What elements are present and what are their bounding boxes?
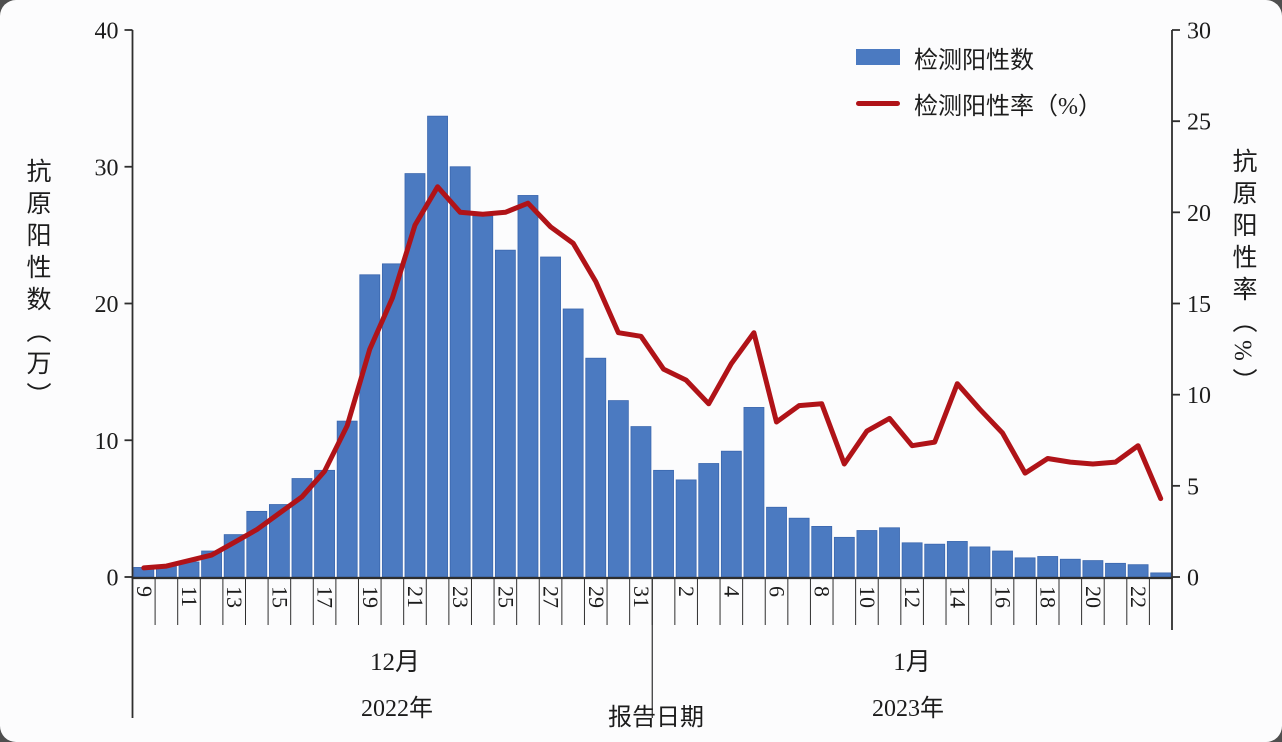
- bar-21: [1105, 562, 1126, 578]
- month-label-december: 12月: [369, 649, 421, 676]
- day-tick-label: 31: [629, 586, 654, 608]
- day-tick-label: 25: [493, 586, 518, 608]
- y-right-tick-label: 10: [1187, 383, 1211, 409]
- y-right-tick-label: 20: [1187, 201, 1211, 227]
- right-axis-title: 抗原阳性率（%）: [1229, 148, 1256, 400]
- bar-21: [404, 173, 426, 578]
- day-tick-label: 13: [222, 586, 247, 608]
- bar-4: [720, 450, 742, 578]
- bar-19: [359, 274, 381, 578]
- day-tick-label: 2: [674, 586, 699, 597]
- bar-18: [1037, 556, 1059, 578]
- legend-bar-swatch-icon: [856, 49, 900, 65]
- bar-26: [517, 195, 539, 578]
- y-left-tick-label: 20: [95, 292, 119, 318]
- y-left-tick-label: 40: [95, 19, 119, 45]
- bar-12: [901, 542, 923, 578]
- positivity-rate-line: [141, 184, 1164, 571]
- y-right-tick-label: 5: [1187, 474, 1199, 500]
- day-tick-label: 23: [448, 586, 473, 608]
- bar-25: [494, 249, 516, 578]
- y-right-tick-label: 15: [1187, 292, 1211, 318]
- legend-item-positive-rate: 检测阳性率（%）: [856, 80, 1102, 126]
- day-tick-label: 22: [1126, 586, 1151, 608]
- legend-line-label: 检测阳性率（%）: [914, 93, 1102, 120]
- day-tick-label: 20: [1081, 586, 1106, 608]
- day-tick-label: 8: [810, 586, 835, 597]
- bar-28: [562, 308, 584, 578]
- day-tick-label: 19: [358, 586, 383, 608]
- day-tick-label: 14: [945, 586, 970, 608]
- bar-23: [1150, 572, 1172, 578]
- bar-14: [246, 510, 268, 578]
- day-tick-label: 18: [1036, 586, 1061, 608]
- bar-7: [788, 517, 810, 578]
- month-label-january: 1月: [893, 649, 931, 676]
- legend-item-positive-count: 检测阳性数: [856, 34, 1102, 80]
- bar-8: [811, 526, 833, 578]
- legend-bar-label: 检测阳性数: [914, 47, 1034, 74]
- bar-17: [314, 469, 335, 578]
- day-tick-label: 21: [403, 586, 428, 608]
- bar-11: [879, 527, 900, 578]
- bar-14: [946, 541, 968, 578]
- bar-5: [743, 407, 765, 578]
- year-label-2023: 2023年: [872, 696, 944, 722]
- day-tick-label: 9: [132, 586, 157, 597]
- bar-31: [630, 426, 652, 578]
- y-right-tick-label: 25: [1187, 110, 1211, 136]
- day-tick-label: 12: [900, 586, 925, 608]
- bar-16: [992, 550, 1013, 578]
- bar-3: [698, 463, 720, 578]
- day-tick-label: 10: [855, 586, 880, 608]
- year-label-2022: 2022年: [361, 696, 433, 722]
- bar-9: [833, 536, 855, 578]
- bar-13: [924, 543, 946, 578]
- legend: 检测阳性数 检测阳性率（%）: [856, 34, 1102, 126]
- day-tick-label: 6: [765, 586, 790, 597]
- bar-2: [675, 479, 697, 578]
- bar-24: [472, 215, 494, 578]
- legend-line-swatch-icon: [856, 100, 900, 106]
- day-tick-label: 17: [313, 586, 338, 608]
- bar-17: [1014, 557, 1036, 578]
- bar-27: [540, 256, 561, 578]
- bar-10: [856, 530, 878, 578]
- day-tick-label: 15: [267, 586, 292, 608]
- bar-1: [653, 469, 674, 578]
- bar-30: [607, 400, 629, 578]
- y-left-tick-label: 30: [95, 155, 119, 181]
- bar-15: [969, 546, 991, 578]
- y-left-tick-label: 0: [107, 566, 119, 592]
- bar-6: [766, 506, 787, 578]
- bar-29: [585, 357, 607, 578]
- day-tick-label: 11: [177, 586, 202, 607]
- bar-20: [1082, 560, 1104, 578]
- bar-22: [1127, 564, 1149, 578]
- bar-19: [1059, 558, 1081, 578]
- day-tick-label: 29: [584, 586, 609, 608]
- y-right-tick-label: 0: [1187, 566, 1199, 592]
- y-right-tick-label: 30: [1187, 19, 1211, 45]
- y-left-tick-label: 10: [95, 429, 119, 455]
- day-tick-label: 4: [719, 586, 744, 597]
- left-axis-title: 抗原阳性数（万）: [23, 158, 50, 414]
- day-tick-label: 16: [991, 586, 1016, 608]
- x-axis-title: 报告日期: [608, 705, 704, 731]
- bar-23: [449, 166, 471, 578]
- day-tick-label: 27: [539, 586, 564, 608]
